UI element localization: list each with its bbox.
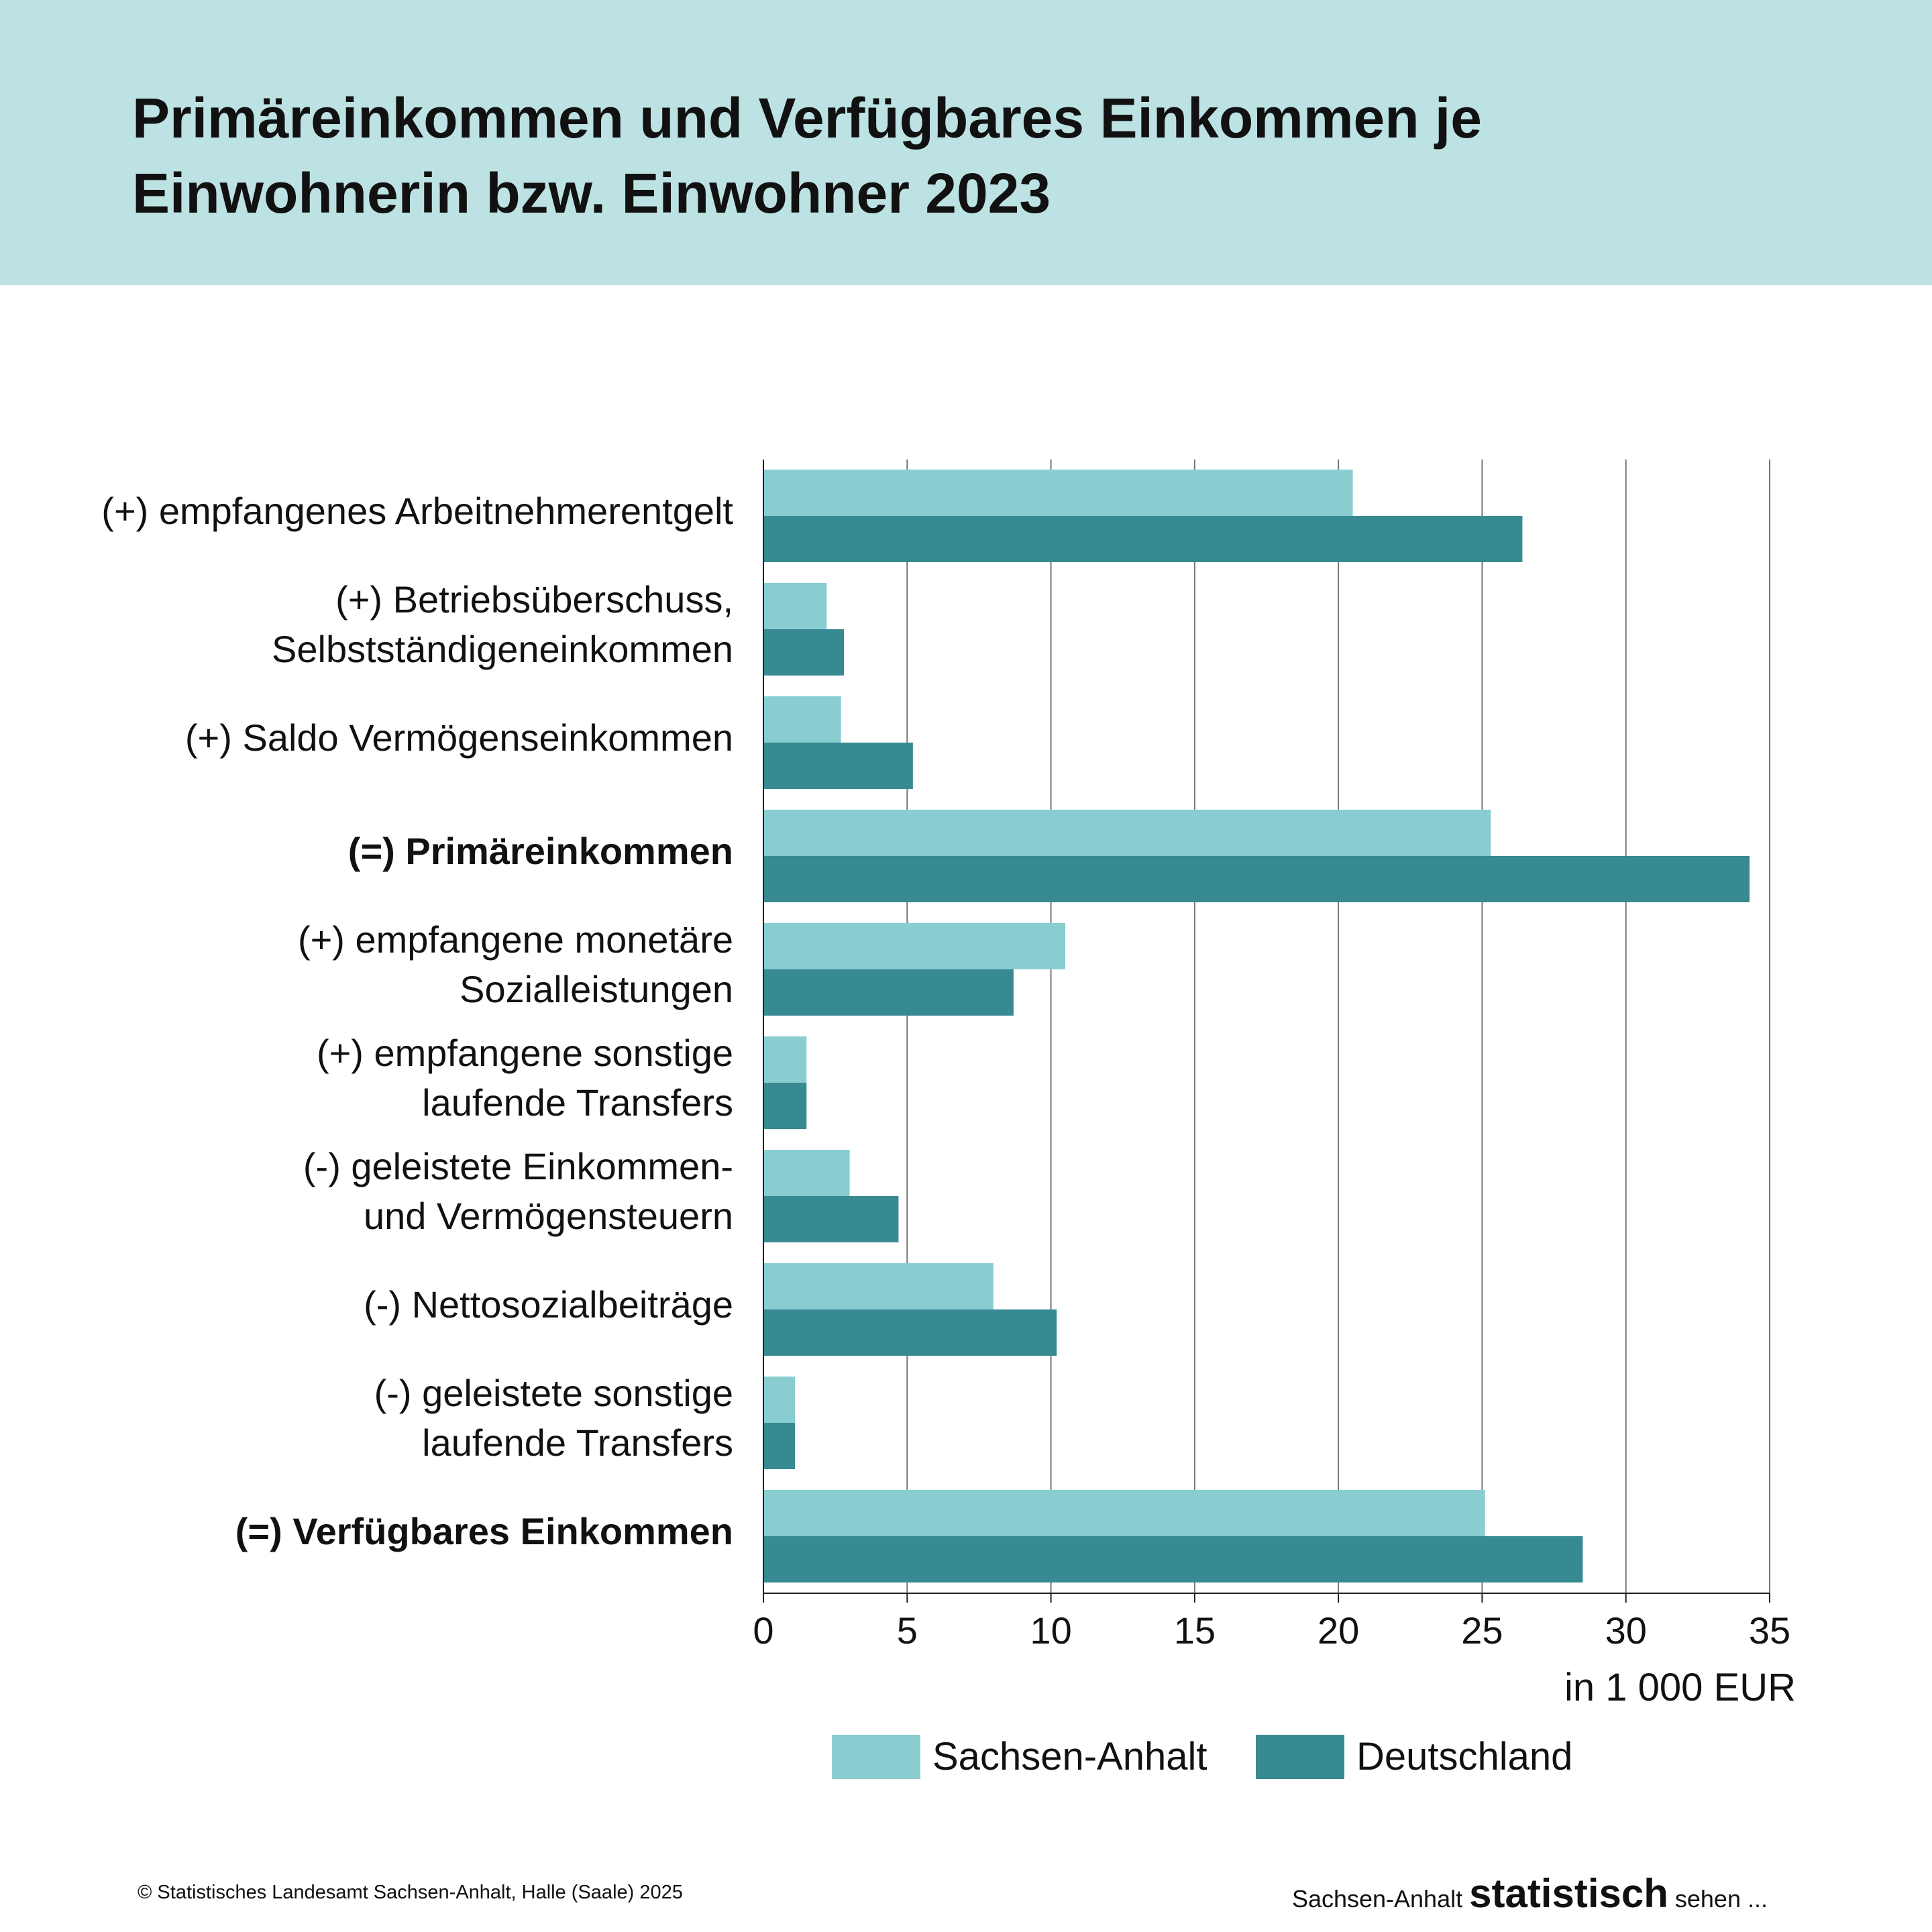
x-tick-label-15: 15 — [1174, 1609, 1216, 1652]
x-tick-label-0: 0 — [753, 1609, 773, 1652]
x-tick-label-10: 10 — [1030, 1609, 1071, 1652]
brand-bold: statistisch — [1469, 1871, 1668, 1916]
category-label-8: (-) geleistete sonstige laufende Transfe… — [374, 1371, 733, 1464]
bar-deutschland-9 — [763, 1536, 1583, 1582]
legend-swatch-deutschland — [1256, 1735, 1344, 1779]
x-tick-label-35: 35 — [1749, 1609, 1790, 1652]
legend-label-deutschland: Deutschland — [1356, 1735, 1573, 1778]
category-label-3: (=) Primäreinkommen — [347, 829, 733, 872]
bar-deutschland-8 — [763, 1423, 796, 1469]
bar-sachsen-anhalt-6 — [763, 1150, 850, 1196]
category-label-0: (+) empfangenes Arbeitnehmerentgelt — [101, 489, 733, 532]
x-axis-label: in 1 000 EUR — [1564, 1666, 1796, 1709]
category-label-9: (=) Verfügbares Einkommen — [235, 1509, 733, 1552]
bar-sachsen-anhalt-3 — [763, 810, 1491, 856]
brand-tagline: Sachsen-Anhalt statistisch sehen ... — [1292, 1870, 1768, 1917]
brand-suffix: sehen ... — [1668, 1885, 1768, 1913]
brand-prefix: Sachsen-Anhalt — [1291, 1885, 1470, 1913]
x-tick-label-20: 20 — [1318, 1609, 1359, 1652]
bar-sachsen-anhalt-8 — [763, 1377, 796, 1423]
bar-deutschland-0 — [763, 516, 1523, 562]
bar-sachsen-anhalt-2 — [763, 696, 841, 743]
bar-deutschland-1 — [763, 629, 844, 676]
category-label-2: (+) Saldo Vermögenseinkommen — [184, 716, 733, 759]
bar-sachsen-anhalt-5 — [763, 1036, 807, 1083]
legend-label-sachsen-anhalt: Sachsen-Anhalt — [932, 1735, 1208, 1778]
x-tick-label-5: 5 — [897, 1609, 918, 1652]
bar-deutschland-7 — [763, 1309, 1057, 1356]
bar-deutschland-6 — [763, 1196, 899, 1242]
category-label-6: (-) geleistete Einkommen- und Vermögenst… — [303, 1144, 733, 1237]
copyright-notice: © Statistisches Landesamt Sachsen-Anhalt… — [138, 1882, 683, 1903]
legend-swatch-sachsen-anhalt — [832, 1735, 920, 1779]
bar-sachsen-anhalt-7 — [763, 1263, 994, 1309]
bar-sachsen-anhalt-9 — [763, 1490, 1485, 1536]
bar-deutschland-2 — [763, 743, 913, 789]
bar-deutschland-5 — [763, 1083, 807, 1129]
category-label-5: (+) empfangene sonstige laufende Transfe… — [316, 1031, 733, 1124]
page-title: Primäreinkommen und Verfügbares Einkomme… — [132, 87, 1482, 225]
bar-sachsen-anhalt-1 — [763, 583, 827, 629]
x-tick-label-25: 25 — [1461, 1609, 1503, 1652]
header-banner: Primäreinkommen und Verfügbares Einkomme… — [0, 0, 1932, 285]
bar-sachsen-anhalt-4 — [763, 923, 1065, 969]
category-label-4: (+) empfangene monetäre Sozialleistungen — [297, 918, 733, 1010]
category-label-1: (+) Betriebsüberschuss, Selbstständigene… — [272, 578, 733, 670]
bar-sachsen-anhalt-0 — [763, 470, 1353, 516]
bar-deutschland-4 — [763, 969, 1014, 1016]
bar-deutschland-3 — [763, 856, 1750, 902]
x-tick-label-30: 30 — [1605, 1609, 1647, 1652]
bar-chart: 0 5 10 15 20 25 30 35 — [753, 460, 1790, 1652]
category-label-7: (-) Nettosozialbeiträge — [364, 1283, 733, 1326]
